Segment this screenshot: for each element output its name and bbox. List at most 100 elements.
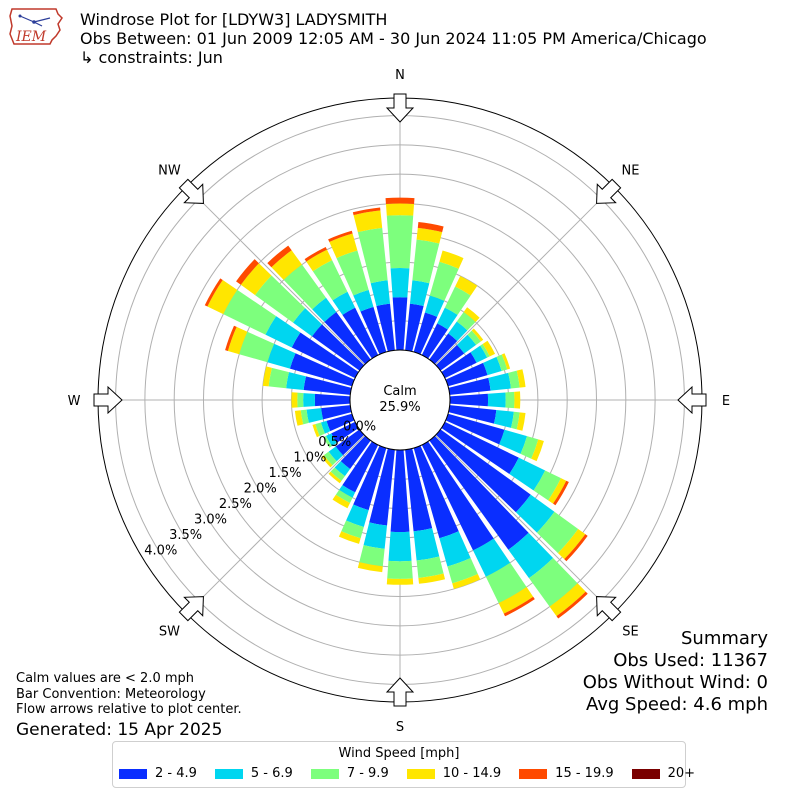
bar-dir-310-bin-4 [236, 259, 259, 285]
bar-dir-20-bin-0 [413, 312, 438, 355]
legend-swatch [119, 768, 147, 779]
bar-dir-0-bin-1 [390, 267, 410, 298]
bar-dir-190-bin-0 [369, 448, 395, 526]
legend-label: 2 - 4.9 [155, 766, 197, 781]
bar-dir-290-bin-4 [225, 325, 237, 351]
bar-dir-290-bin-2 [239, 331, 275, 363]
bar-dir-10-bin-2 [412, 239, 440, 284]
bar-dir-230-bin-0 [335, 429, 365, 456]
title-line-2: Obs Between: 01 Jun 2009 12:05 AM - 30 J… [80, 29, 707, 48]
direction-label-n: N [395, 68, 405, 83]
bar-dir-190-bin-2 [359, 545, 385, 567]
bar-dir-300-bin-1 [265, 316, 301, 348]
direction-spoke [186, 435, 365, 614]
bar-dir-100-bin-2 [511, 411, 520, 430]
bar-dir-340-bin-3 [329, 233, 358, 259]
bar-dir-300-bin-0 [291, 332, 359, 379]
bar-dir-270-bin-1 [303, 393, 316, 407]
bar-dir-270-bin-0 [314, 393, 351, 407]
bar-dir-140-bin-0 [429, 435, 529, 550]
direction-label-ne: NE [622, 163, 640, 178]
legend-label: 20+ [667, 766, 696, 781]
bar-dir-100-bin-0 [448, 405, 497, 424]
logo-text: IEM [15, 29, 47, 45]
bar-dir-280-bin-2 [268, 367, 289, 389]
bar-dir-230-bin-2 [323, 451, 337, 466]
bar-dir-30-bin-3 [455, 275, 478, 296]
bar-dir-150-bin-4 [503, 596, 535, 617]
legend-item: 2 - 4.9 [119, 766, 197, 781]
summary-heading: Summary [681, 628, 768, 649]
bar-dir-50-bin-0 [435, 344, 465, 371]
legend-item: 5 - 6.9 [214, 766, 293, 781]
bar-dir-330-bin-4 [304, 246, 327, 262]
bar-dir-260-bin-3 [294, 410, 304, 426]
flow-arrow-icon [385, 93, 415, 123]
flow-arrow-icon [596, 178, 622, 204]
radial-tick-label: 0.5% [318, 435, 351, 450]
summary-obs-used: Obs Used: 11367 [613, 650, 768, 671]
legend-swatch [214, 768, 243, 779]
bar-dir-110-bin-3 [531, 439, 544, 462]
radial-tick-label: 1.0% [293, 451, 326, 466]
bar-dir-50-bin-3 [471, 328, 484, 342]
bar-dir-210-bin-0 [342, 441, 379, 493]
bar-dir-130-bin-3 [557, 528, 586, 560]
bar-dir-160-bin-1 [439, 531, 471, 567]
bar-dir-120-bin-1 [509, 457, 546, 491]
radial-tick-label: 4.0% [144, 544, 177, 559]
chart-title: Windrose Plot for [LDYW3] LADYSMITH Obs … [80, 10, 707, 67]
bar-dir-30-bin-2 [444, 286, 471, 315]
bar-dir-100-bin-1 [493, 409, 514, 428]
radial-tick-label: 0.0% [343, 419, 376, 434]
bar-dir-180-bin-2 [387, 560, 413, 579]
bar-dir-20-bin-2 [429, 261, 459, 301]
direction-label-w: W [68, 394, 81, 409]
title-line-3: ↳ constraints: Jun [80, 48, 223, 67]
bar-dir-130-bin-0 [435, 429, 531, 513]
bar-dir-110-bin-2 [520, 436, 539, 459]
bar-dir-230-bin-3 [321, 455, 333, 468]
bar-dir-120-bin-2 [533, 470, 561, 501]
legend-swatch [519, 768, 548, 779]
bar-dir-110-bin-1 [499, 429, 527, 454]
iem-logo: IEM [6, 6, 64, 50]
bar-dir-40-bin-2 [456, 312, 476, 331]
bar-dir-310-bin-3 [240, 263, 272, 296]
bar-dir-150-bin-1 [473, 538, 511, 577]
bar-dir-240-bin-2 [323, 435, 332, 448]
legend-swatch [406, 768, 435, 779]
generated-date: Generated: 15 Apr 2025 [16, 719, 223, 740]
legend-label: 15 - 19.9 [555, 766, 614, 781]
bar-dir-350-bin-4 [352, 207, 381, 216]
bar-dir-210-bin-1 [339, 485, 356, 498]
bar-dir-70-bin-3 [501, 353, 511, 370]
bar-dir-350-bin-2 [357, 227, 388, 284]
bar-dir-160-bin-3 [452, 574, 481, 589]
calm-note: Calm values are < 2.0 mph [16, 671, 195, 686]
bar-dir-190-bin-1 [363, 522, 388, 549]
bar-dir-290-bin-3 [227, 326, 248, 355]
bar-dir-130-bin-4 [564, 534, 588, 562]
bar-dir-90-bin-1 [487, 392, 506, 408]
summary-block: Summary Obs Used: 11367 Obs Without Wind… [583, 628, 768, 716]
bar-dir-0-bin-3 [385, 203, 415, 216]
radial-tick-label: 3.5% [169, 528, 202, 543]
bar-dir-80-bin-2 [508, 370, 520, 389]
bar-dir-300-bin-3 [207, 279, 238, 315]
summary-avg-speed: Avg Speed: 4.6 mph [586, 694, 768, 715]
bar-dir-30-bin-1 [437, 307, 458, 330]
bar-dir-220-bin-3 [328, 471, 342, 484]
calm-percent: 25.9% [379, 400, 420, 415]
bar-dir-30-bin-0 [421, 323, 448, 359]
radial-tick-label: 2.5% [219, 497, 252, 512]
bar-dir-250-bin-1 [320, 420, 331, 434]
bar-dir-280-bin-1 [286, 372, 307, 391]
bar-dir-40-bin-1 [448, 321, 468, 341]
bar-dir-90-bin-3 [514, 391, 521, 409]
bar-dir-170-bin-0 [405, 448, 433, 532]
bar-dir-120-bin-0 [441, 421, 519, 475]
bar-dir-230-bin-1 [328, 446, 344, 462]
bar-dir-130-bin-2 [536, 511, 579, 554]
